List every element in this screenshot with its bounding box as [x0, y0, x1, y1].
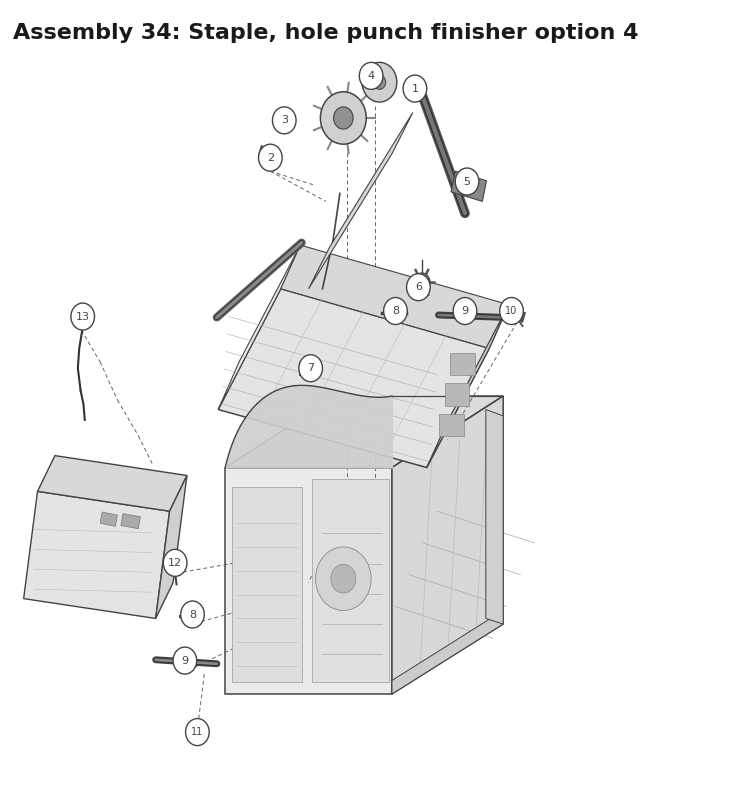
- Polygon shape: [312, 479, 389, 682]
- Circle shape: [407, 274, 430, 301]
- Circle shape: [320, 92, 366, 144]
- Circle shape: [180, 601, 205, 628]
- Polygon shape: [218, 289, 490, 467]
- Polygon shape: [308, 113, 413, 289]
- Text: 12: 12: [168, 558, 182, 568]
- Circle shape: [316, 547, 371, 610]
- Circle shape: [414, 273, 430, 292]
- Polygon shape: [121, 514, 141, 529]
- Text: 1: 1: [411, 83, 418, 94]
- Text: 11: 11: [191, 727, 204, 737]
- Polygon shape: [38, 456, 187, 511]
- Circle shape: [71, 303, 95, 330]
- Text: 13: 13: [76, 311, 89, 322]
- Circle shape: [413, 78, 424, 90]
- FancyBboxPatch shape: [450, 353, 475, 375]
- Polygon shape: [259, 146, 277, 159]
- Circle shape: [180, 609, 193, 623]
- Text: 5: 5: [463, 177, 471, 186]
- FancyBboxPatch shape: [299, 362, 317, 375]
- Circle shape: [334, 107, 353, 129]
- Text: 7: 7: [307, 363, 314, 374]
- Polygon shape: [392, 396, 503, 694]
- Text: 8: 8: [392, 306, 399, 316]
- Polygon shape: [451, 171, 487, 202]
- Polygon shape: [23, 491, 170, 618]
- Circle shape: [373, 75, 386, 90]
- Text: 4: 4: [368, 71, 374, 81]
- Polygon shape: [156, 475, 187, 618]
- Polygon shape: [232, 487, 302, 682]
- Text: 2: 2: [267, 153, 274, 162]
- Text: 8: 8: [189, 610, 196, 619]
- Polygon shape: [392, 610, 503, 694]
- Circle shape: [500, 298, 523, 325]
- Circle shape: [163, 550, 187, 576]
- Circle shape: [386, 306, 399, 320]
- Text: 9: 9: [462, 306, 468, 316]
- Circle shape: [259, 144, 282, 171]
- Circle shape: [186, 718, 209, 746]
- Circle shape: [359, 62, 383, 90]
- Circle shape: [384, 298, 408, 325]
- Polygon shape: [280, 245, 509, 348]
- Circle shape: [331, 565, 356, 593]
- Circle shape: [173, 647, 197, 674]
- Circle shape: [362, 62, 397, 102]
- Polygon shape: [426, 305, 509, 467]
- Polygon shape: [218, 242, 302, 410]
- Circle shape: [455, 168, 479, 195]
- Polygon shape: [514, 311, 526, 322]
- Polygon shape: [186, 722, 205, 742]
- Polygon shape: [168, 558, 180, 573]
- Text: 9: 9: [181, 655, 189, 666]
- Circle shape: [403, 75, 426, 102]
- Text: 3: 3: [280, 115, 288, 126]
- Text: Assembly 34: Staple, hole punch finisher option 4: Assembly 34: Staple, hole punch finisher…: [14, 22, 638, 42]
- Circle shape: [272, 107, 296, 134]
- Text: 10: 10: [505, 306, 517, 316]
- Circle shape: [299, 354, 323, 382]
- Polygon shape: [225, 396, 503, 467]
- FancyBboxPatch shape: [439, 414, 463, 436]
- FancyBboxPatch shape: [444, 383, 469, 406]
- Polygon shape: [225, 467, 392, 694]
- Text: 6: 6: [415, 282, 422, 292]
- Polygon shape: [486, 410, 503, 624]
- Polygon shape: [100, 512, 117, 526]
- Circle shape: [453, 298, 477, 325]
